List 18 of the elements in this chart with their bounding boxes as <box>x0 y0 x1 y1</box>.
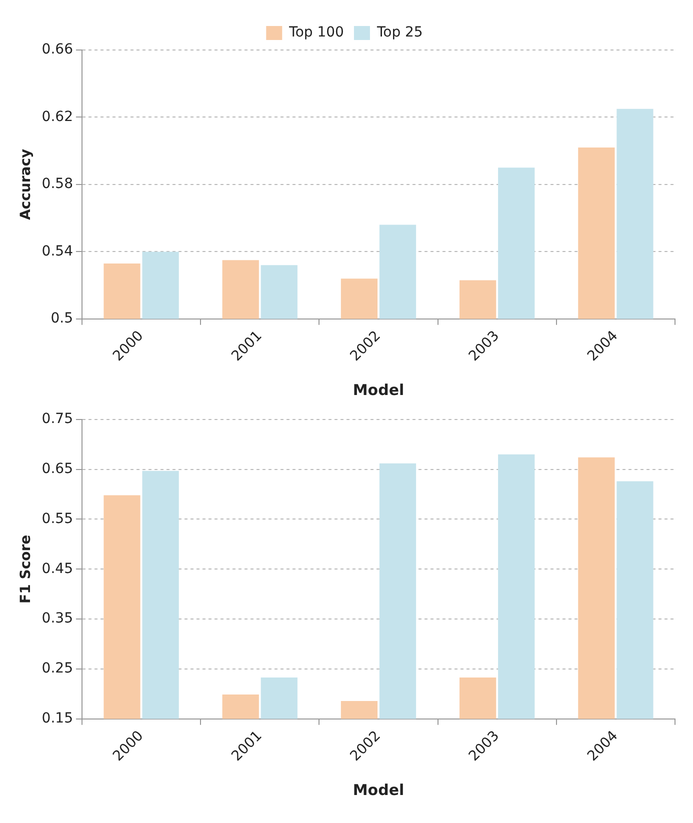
y-tick-label: 0.25 <box>42 660 73 677</box>
y-tick-label: 0.58 <box>42 176 73 192</box>
y-tick-label: 0.66 <box>42 42 74 58</box>
x-axis-title: Model <box>352 780 404 799</box>
y-tick-label: 0.5 <box>50 310 73 327</box>
y-tick-label: 0.62 <box>42 108 73 125</box>
y-tick-label: 0.55 <box>42 510 73 527</box>
y-tick-label: 0.54 <box>42 243 74 260</box>
y-tick-label: 0.15 <box>42 710 73 727</box>
y-tick-label: 0.75 <box>42 411 73 428</box>
legend-label: Top 100 <box>288 24 344 41</box>
x-axis-title: Model <box>352 380 404 399</box>
legend-label: Top 25 <box>376 24 423 41</box>
y-tick-label: 0.35 <box>42 610 73 627</box>
y-axis-title: F1 Score <box>18 534 34 604</box>
y-tick-label: 0.65 <box>42 460 73 477</box>
y-tick-label: 0.45 <box>42 560 73 577</box>
y-axis-title: Accuracy <box>18 148 34 220</box>
